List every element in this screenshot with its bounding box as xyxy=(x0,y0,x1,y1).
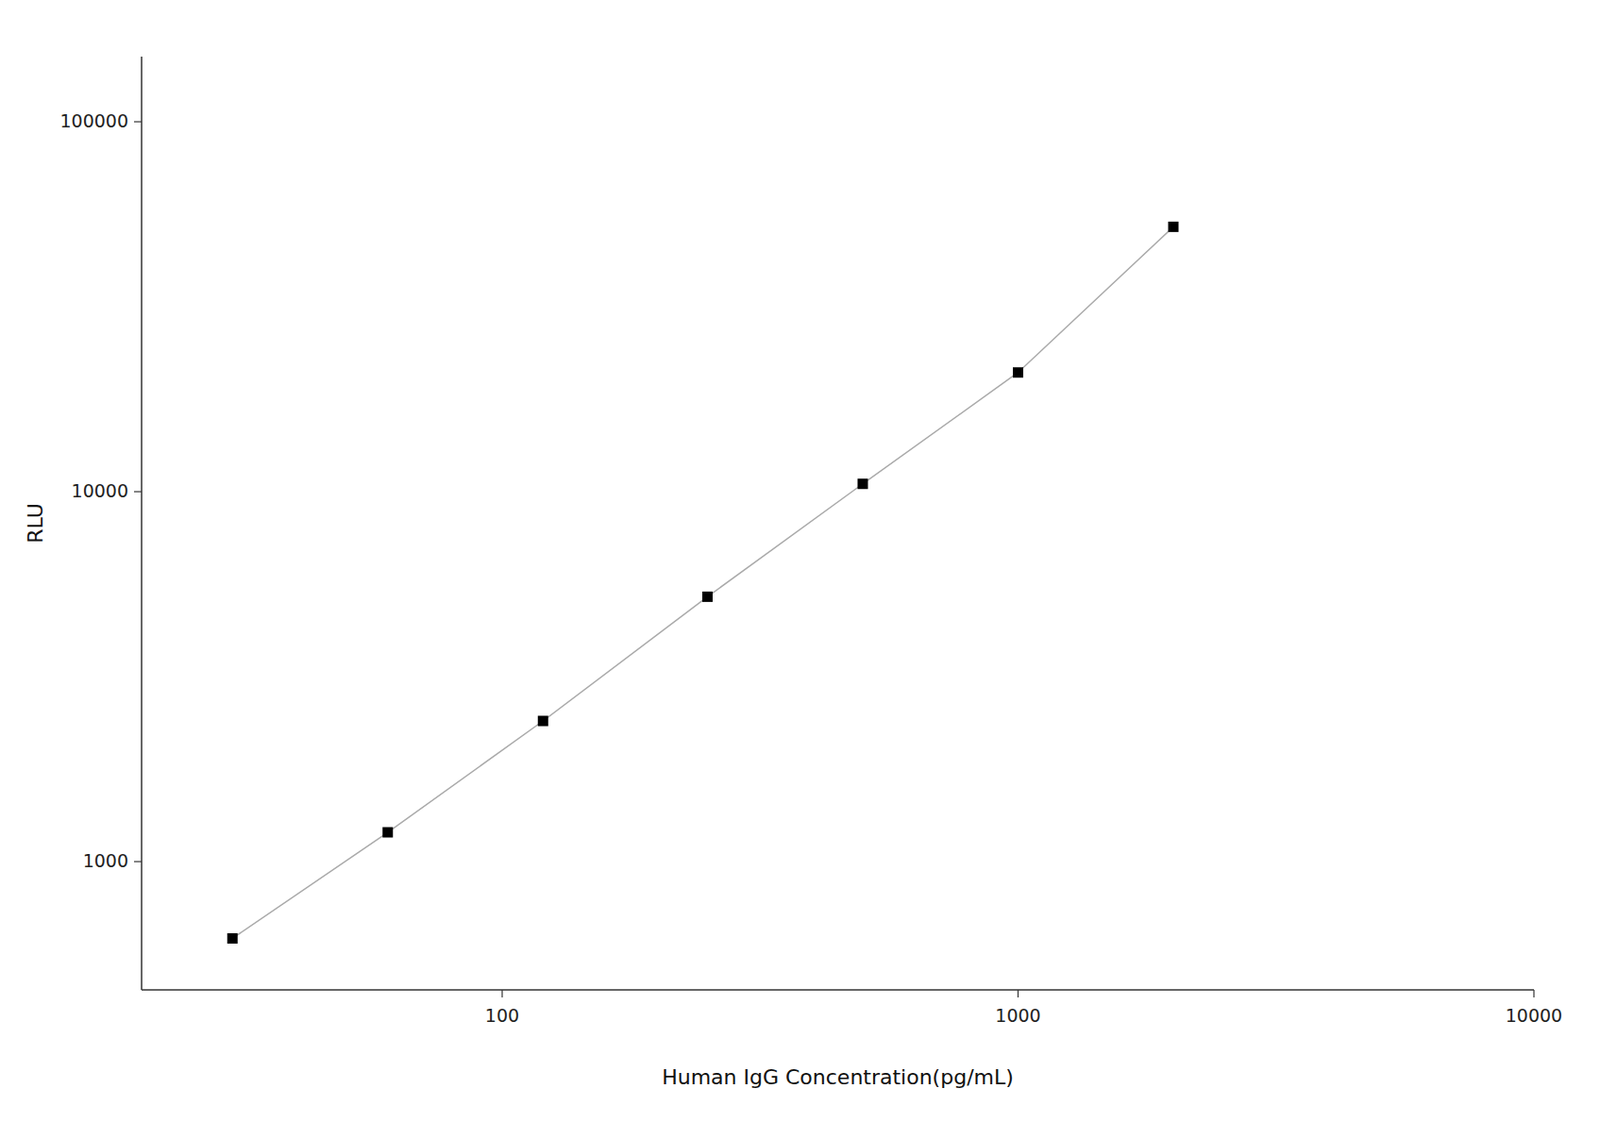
data-point xyxy=(1168,221,1179,233)
axes: 100 1000 10000 1000 10000 100000 xyxy=(59,56,1563,1027)
data-point xyxy=(227,933,238,944)
y-tick xyxy=(134,120,142,122)
data-point xyxy=(382,827,393,839)
data-point xyxy=(1012,367,1024,378)
chart-svg: 100 1000 10000 1000 10000 100000 Human IgG Con… xyxy=(0,0,1600,1122)
x-tick xyxy=(1532,990,1534,998)
y-tick-label: 10000 xyxy=(71,480,129,502)
background xyxy=(0,0,1600,1122)
y-axis-label: RLU xyxy=(23,503,48,544)
x-tick xyxy=(501,990,503,998)
y-tick-label: 100000 xyxy=(59,110,129,132)
x-axis-label: Human IgG Concentration(pg/mL) xyxy=(661,1065,1014,1090)
data-line xyxy=(232,226,1174,939)
y-tick xyxy=(134,490,142,492)
y-tick-label: 1000 xyxy=(83,850,129,872)
y-axis-line xyxy=(140,56,143,991)
y-tick xyxy=(134,860,142,862)
data-point xyxy=(857,478,868,489)
x-axis-line xyxy=(141,989,1534,992)
x-tick-label: 10000 xyxy=(1505,1005,1563,1027)
data-point xyxy=(702,591,713,603)
chart-container: 100 1000 10000 1000 10000 100000 Human IgG Con… xyxy=(0,0,1600,1122)
x-tick-label: 100 xyxy=(485,1005,520,1027)
x-tick-label: 1000 xyxy=(994,1005,1041,1027)
x-tick xyxy=(1017,990,1019,998)
plot-area xyxy=(227,221,1179,944)
data-point xyxy=(538,716,549,727)
